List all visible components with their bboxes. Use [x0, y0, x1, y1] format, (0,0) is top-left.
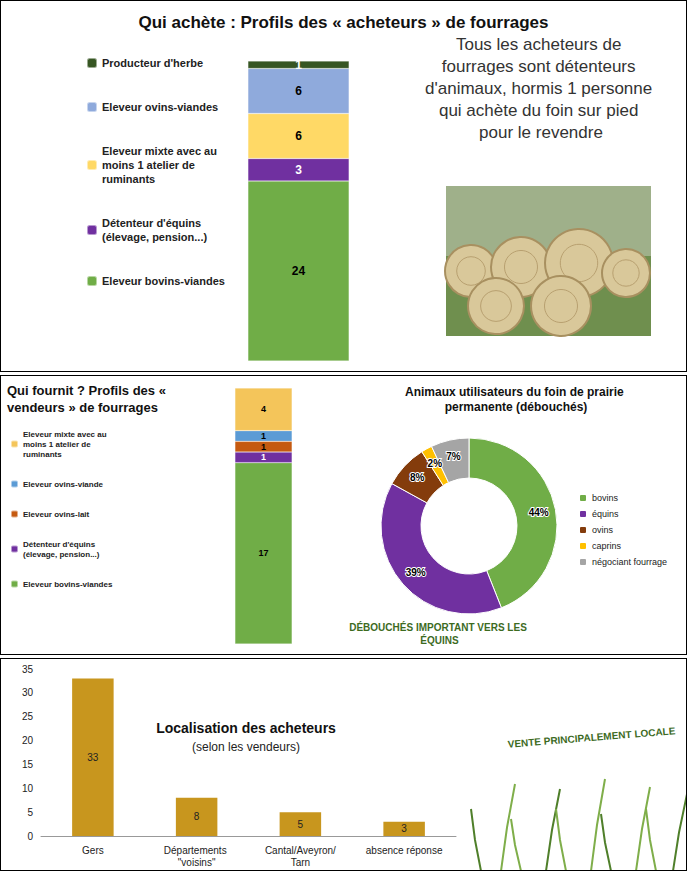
- svg-text:pour le revendre: pour le revendre: [479, 123, 603, 142]
- svg-text:44%: 44%: [529, 507, 549, 518]
- svg-text:30: 30: [22, 687, 34, 698]
- svg-text:qui achète du foin sur pied: qui achète du foin sur pied: [439, 101, 643, 120]
- svg-text:(élevage, pension...): (élevage, pension...): [102, 231, 207, 243]
- svg-text:VENTE PRINCIPALEMENT LOCALE: VENTE PRINCIPALEMENT LOCALE: [507, 725, 676, 749]
- svg-text:Qui fournit ? Profils des «: Qui fournit ? Profils des «: [7, 383, 170, 398]
- svg-text:(selon les vendeurs): (selon les vendeurs): [192, 740, 300, 754]
- svg-text:1: 1: [261, 452, 266, 462]
- svg-text:6: 6: [295, 129, 302, 143]
- svg-text:2%: 2%: [428, 458, 443, 469]
- svg-text:Gers: Gers: [82, 845, 104, 856]
- svg-text:8: 8: [194, 811, 200, 822]
- svg-text:Qui achète : Profils des « ach: Qui achète : Profils des « acheteurs » d…: [138, 13, 548, 32]
- svg-text:Détenteur d'équins: Détenteur d'équins: [23, 540, 97, 549]
- svg-text:Eleveur ovins-viande: Eleveur ovins-viande: [23, 480, 104, 489]
- svg-text:DÉBOUCHÉS IMPORTANT VERS LES: DÉBOUCHÉS IMPORTANT VERS LES: [349, 621, 527, 633]
- svg-text:Eleveur bovins-viandes: Eleveur bovins-viandes: [102, 275, 225, 287]
- svg-text:35: 35: [22, 664, 34, 675]
- svg-text:permanente (débouchés): permanente (débouchés): [445, 400, 588, 414]
- svg-text:8%: 8%: [410, 472, 425, 483]
- svg-text:4: 4: [261, 404, 266, 414]
- svg-text:ruminants: ruminants: [102, 173, 155, 185]
- svg-text:3: 3: [295, 163, 302, 177]
- svg-text:Eleveur mixte avec au: Eleveur mixte avec au: [23, 430, 109, 439]
- svg-text:Producteur d'herbe: Producteur d'herbe: [102, 57, 203, 69]
- svg-text:17: 17: [258, 548, 268, 558]
- svg-text:Cantal/Aveyron/: Cantal/Aveyron/: [265, 845, 336, 856]
- svg-text:1: 1: [261, 431, 266, 441]
- svg-text:20: 20: [22, 735, 34, 746]
- svg-text:moins 1 atelier de: moins 1 atelier de: [23, 440, 93, 449]
- svg-text:3: 3: [401, 823, 407, 834]
- svg-text:vendeurs » de fourrages: vendeurs » de fourrages: [7, 400, 158, 415]
- svg-text:15: 15: [22, 759, 34, 770]
- svg-text:1: 1: [295, 58, 302, 72]
- svg-text:39%: 39%: [406, 567, 426, 578]
- svg-text:6: 6: [295, 84, 302, 98]
- svg-text:ÉQUINS: ÉQUINS: [417, 634, 458, 646]
- svg-text:Tous les acheteurs de: Tous les acheteurs de: [456, 35, 626, 54]
- svg-text:Eleveur bovins-viandes: Eleveur bovins-viandes: [23, 580, 113, 589]
- svg-text:5: 5: [298, 819, 304, 830]
- svg-text:ovins: ovins: [592, 525, 614, 535]
- svg-text:(élevage, pension...): (élevage, pension...): [23, 550, 100, 559]
- svg-text:Eleveur mixte avec au: Eleveur mixte avec au: [102, 145, 220, 157]
- svg-text:Animaux utilisateurs du foin d: Animaux utilisateurs du foin de prairie: [405, 385, 627, 399]
- svg-text:25: 25: [22, 711, 34, 722]
- svg-text:ruminants: ruminants: [23, 450, 62, 459]
- svg-text:fourrages sont détenteurs: fourrages sont détenteurs: [442, 57, 640, 76]
- svg-text:Détenteur d'équins: Détenteur d'équins: [102, 217, 204, 229]
- svg-text:caprins: caprins: [592, 541, 622, 551]
- svg-text:Départements: Départements: [164, 845, 230, 856]
- svg-text:moins 1 atelier de: moins 1 atelier de: [102, 159, 198, 171]
- svg-text:absence réponse: absence réponse: [366, 845, 443, 856]
- svg-text:24: 24: [292, 264, 306, 278]
- svg-text:7%: 7%: [446, 451, 461, 462]
- svg-text:5: 5: [27, 807, 33, 818]
- svg-text:bovins: bovins: [592, 493, 619, 503]
- svg-text:équins: équins: [592, 509, 619, 519]
- svg-text:"voisins": "voisins": [178, 857, 216, 868]
- svg-text:Eleveur ovins-lait: Eleveur ovins-lait: [23, 510, 90, 519]
- svg-text:Eleveur ovins-viandes: Eleveur ovins-viandes: [102, 101, 218, 113]
- svg-text:10: 10: [22, 783, 34, 794]
- svg-text:0: 0: [27, 831, 33, 842]
- svg-text:Tarn: Tarn: [291, 857, 310, 868]
- svg-text:Localisation des acheteurs: Localisation des acheteurs: [156, 720, 336, 736]
- svg-text:négociant fourrage: négociant fourrage: [592, 557, 667, 567]
- svg-text:d'animaux, hormis 1 personne: d'animaux, hormis 1 personne: [425, 79, 657, 98]
- svg-text:33: 33: [87, 752, 99, 763]
- svg-text:1: 1: [261, 442, 266, 452]
